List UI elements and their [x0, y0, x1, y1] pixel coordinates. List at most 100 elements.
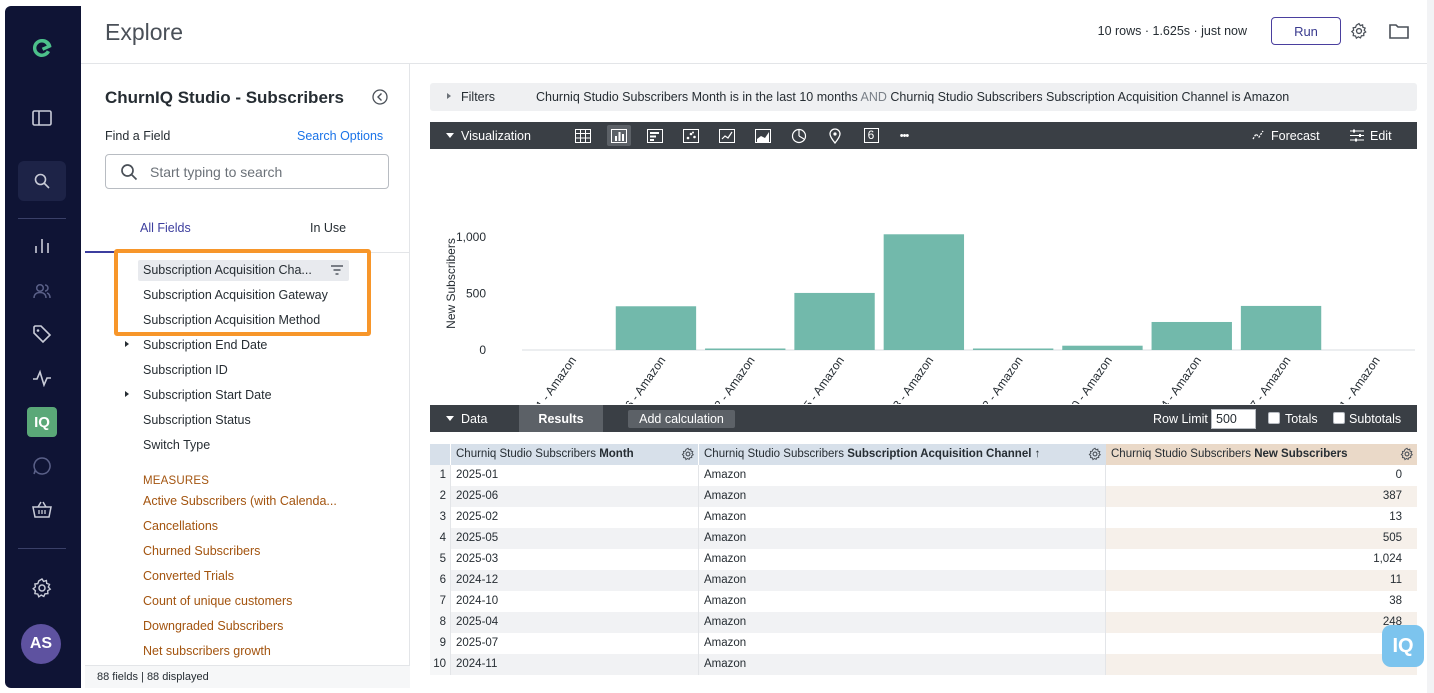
cell-channel: Amazon — [699, 654, 1106, 675]
field-item[interactable]: Subscription Start Date — [143, 388, 272, 402]
tab-results[interactable]: Results — [519, 405, 603, 432]
line-chart-viz-icon[interactable] — [715, 125, 739, 146]
tab-in-use[interactable]: In Use — [310, 221, 347, 235]
gear-icon[interactable] — [1348, 20, 1370, 42]
field-item[interactable]: Subscription End Date — [143, 338, 268, 352]
row-number: 3 — [430, 507, 451, 528]
edit-viz-button[interactable]: Edit — [1370, 129, 1392, 143]
x-tick-label: 2025-04 - Amazon — [1136, 354, 1204, 404]
column-chart-viz-icon[interactable] — [607, 125, 631, 146]
iq-assistant-button[interactable]: IQ — [1382, 625, 1424, 667]
iq-nav-icon[interactable]: IQ — [18, 402, 66, 442]
collapse-viz-icon[interactable] — [446, 133, 454, 138]
edit-sliders-icon — [1350, 129, 1364, 145]
field-search-input[interactable] — [150, 162, 380, 182]
forecast-icon — [1252, 128, 1266, 145]
cell-new-subscribers: 1,024 — [1373, 553, 1402, 565]
table-row[interactable]: 8 2025-04 Amazon 248 — [430, 612, 1417, 633]
table-row[interactable]: 5 2025-03 Amazon 1,024 — [430, 549, 1417, 570]
expand-caret-icon[interactable] — [125, 391, 129, 397]
user-avatar[interactable]: AS — [21, 624, 61, 664]
cell-month: 2024-11 — [451, 654, 699, 675]
map-viz-icon[interactable] — [823, 125, 847, 146]
table-viz-icon[interactable] — [571, 125, 595, 146]
measure-item[interactable]: Downgraded Subscribers — [143, 619, 284, 633]
column-gear-icon[interactable] — [1088, 447, 1102, 461]
folder-icon[interactable] — [1388, 20, 1410, 42]
settings-nav-icon[interactable] — [18, 568, 66, 608]
expand-caret-icon[interactable] — [125, 341, 129, 347]
users-nav-icon[interactable] — [18, 271, 66, 311]
cell-month: 2025-01 — [451, 465, 699, 486]
column-header-new-subscribers[interactable]: Churniq Studio Subscribers New Subscribe… — [1106, 444, 1417, 465]
totals-checkbox[interactable] — [1268, 412, 1280, 424]
table-row[interactable]: 6 2024-12 Amazon 11 — [430, 570, 1417, 591]
measure-item[interactable]: Churned Subscribers — [143, 544, 261, 558]
chart-bar — [705, 348, 786, 350]
add-calculation-button[interactable]: Add calculation — [628, 410, 735, 428]
rail-divider — [18, 218, 66, 219]
measure-item[interactable]: Active Subscribers (with Calenda... — [143, 494, 337, 508]
chart-bar — [972, 348, 1054, 350]
area-chart-viz-icon[interactable] — [751, 125, 775, 146]
model-title: ChurnIQ Studio - Subscribers — [105, 88, 344, 107]
measure-item[interactable]: Converted Trials — [143, 569, 235, 583]
measure-item[interactable]: Cancellations — [143, 519, 219, 533]
table-row[interactable]: 2 2025-06 Amazon 387 — [430, 486, 1417, 507]
search-nav-icon[interactable] — [18, 161, 66, 201]
cell-channel: Amazon — [699, 507, 1106, 528]
sidebar-toggle-icon[interactable] — [18, 98, 66, 138]
cell-channel: Amazon — [699, 486, 1106, 507]
logo-icon[interactable] — [18, 28, 66, 68]
measure-item[interactable]: Net subscribers growth — [143, 644, 271, 658]
cell-new-subscribers: 390 — [1106, 633, 1417, 654]
row-limit-input[interactable] — [1211, 409, 1256, 429]
filters-bar[interactable]: Filters Churniq Studio Subscribers Month… — [430, 83, 1417, 111]
expand-filters-icon[interactable] — [447, 93, 451, 99]
filter-icon[interactable] — [330, 263, 344, 277]
column-header-channel[interactable]: Churniq Studio Subscribers Subscription … — [699, 444, 1106, 465]
measure-item[interactable]: Count of unique customers — [143, 594, 293, 608]
field-item[interactable]: Subscription Acquisition Method — [143, 313, 321, 327]
more-viz-icon[interactable]: ••• — [899, 129, 910, 142]
table-row[interactable]: 3 2025-02 Amazon 13 — [430, 507, 1417, 528]
bar-chart-viz-icon[interactable] — [643, 125, 667, 146]
field-item[interactable]: Subscription Acquisition Cha... — [143, 263, 312, 277]
collapse-panel-icon[interactable] — [372, 89, 388, 105]
sort-ascending-icon[interactable]: ↑ — [1034, 448, 1041, 460]
scatter-viz-icon[interactable] — [679, 125, 703, 146]
field-item[interactable]: Subscription Status — [143, 413, 251, 427]
field-search-box[interactable] — [105, 154, 389, 189]
table-header: Churniq Studio Subscribers Month Churniq… — [430, 444, 1417, 465]
visualization-label[interactable]: Visualization — [461, 129, 531, 143]
search-options-link[interactable]: Search Options — [297, 129, 384, 143]
forecast-button[interactable]: Forecast — [1271, 129, 1320, 143]
tab-all-fields[interactable]: All Fields — [140, 221, 191, 235]
subtotals-checkbox[interactable] — [1333, 412, 1345, 424]
table-row[interactable]: 4 2025-05 Amazon 505 — [430, 528, 1417, 549]
table-row[interactable]: 1 2025-01 Amazon 0 — [430, 465, 1417, 486]
data-label[interactable]: Data — [461, 412, 488, 426]
tag-nav-icon[interactable] — [18, 314, 66, 354]
field-item[interactable]: Subscription ID — [143, 363, 228, 377]
activity-nav-icon[interactable] — [18, 358, 66, 398]
column-header-month[interactable]: Churniq Studio Subscribers Month — [451, 444, 699, 465]
column-gear-icon[interactable] — [681, 447, 695, 461]
table-row[interactable]: 7 2024-10 Amazon 38 — [430, 591, 1417, 612]
field-item[interactable]: Subscription Acquisition Gateway — [143, 288, 328, 302]
collapse-data-icon[interactable] — [446, 416, 454, 421]
single-value-viz-icon[interactable]: 6 — [859, 125, 883, 146]
run-button[interactable]: Run — [1271, 17, 1341, 45]
chat-nav-icon[interactable] — [18, 446, 66, 486]
bar-chart-nav-icon[interactable] — [18, 226, 66, 266]
cell-channel: Amazon — [699, 570, 1106, 591]
x-tick-label: 2025-01 - Amazon — [511, 354, 579, 404]
field-item[interactable]: Switch Type — [143, 438, 211, 452]
column-gear-icon[interactable] — [1400, 447, 1414, 461]
pie-chart-viz-icon[interactable] — [787, 125, 811, 146]
basket-nav-icon[interactable] — [18, 490, 66, 530]
